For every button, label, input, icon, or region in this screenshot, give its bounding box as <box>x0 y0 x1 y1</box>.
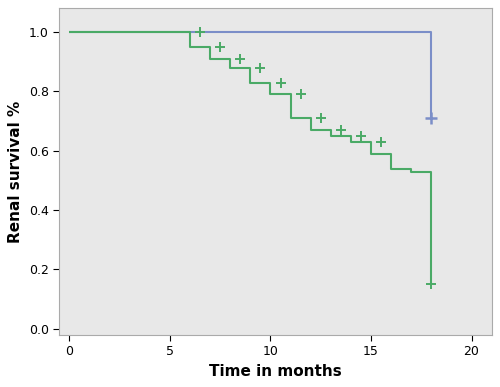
Y-axis label: Renal survival %: Renal survival % <box>8 100 24 243</box>
X-axis label: Time in months: Time in months <box>209 364 342 378</box>
